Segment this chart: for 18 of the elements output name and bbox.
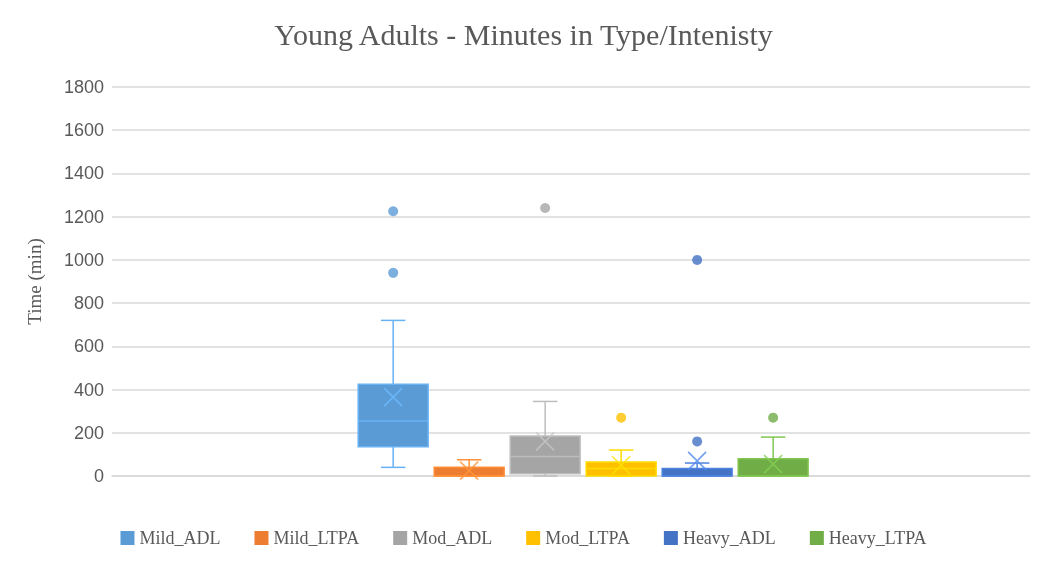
legend-label: Heavy_LTPA — [828, 528, 927, 548]
legend-label: Mod_LTPA — [545, 528, 630, 548]
y-tick-label: 800 — [73, 293, 104, 314]
y-tick-label: 1200 — [63, 206, 104, 227]
legend-label: Mod_ADL — [412, 528, 493, 548]
legend-label: Mild_LTPA — [273, 528, 360, 548]
y-tick-label: 400 — [73, 379, 104, 400]
y-tick-label: 600 — [73, 336, 104, 357]
y-axis-title: Time (min) — [24, 238, 46, 325]
y-tick-label: 200 — [73, 422, 104, 443]
y-tick-label: 0 — [93, 466, 104, 486]
chart-title: Young Adults - Minutes in Type/Intenisty — [274, 17, 773, 51]
y-tick-label: 1000 — [63, 249, 104, 270]
legend-label: Heavy_ADL — [682, 528, 776, 548]
legend-label: Mild_ADL — [139, 528, 221, 548]
y-tick-label: 1600 — [63, 120, 104, 141]
y-tick-label: 1400 — [63, 163, 104, 184]
y-tick-label: 1800 — [63, 77, 104, 97]
